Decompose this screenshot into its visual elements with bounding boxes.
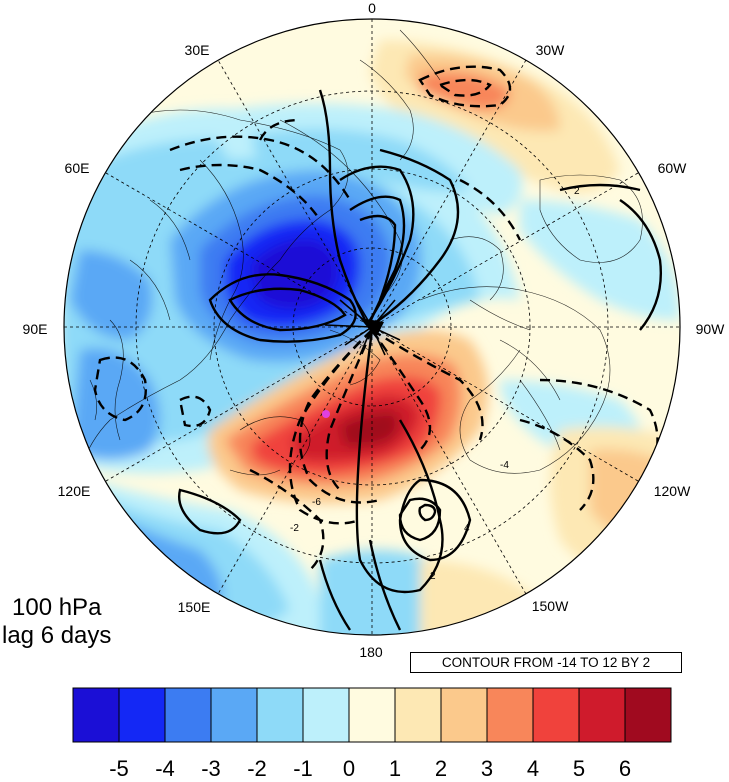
shaded-field: 2 -2 -4 -6 4 2: [64, 19, 680, 635]
colorbar-label: 3: [480, 756, 494, 781]
colorbar-label: -2: [247, 756, 267, 781]
lon-label-150e: 150E: [177, 599, 211, 615]
colorbar-label: 2: [434, 756, 448, 781]
contour-label: 4: [464, 523, 470, 534]
lon-label-90w: 90W: [695, 321, 725, 337]
colorbar-swatch: [532, 687, 580, 743]
lag-title: lag 6 days: [2, 622, 112, 649]
colorbar-swatch: [624, 687, 672, 743]
colorbar-swatch: [440, 687, 488, 743]
colorbar-swatch: [578, 687, 626, 743]
colorbar: [72, 687, 672, 743]
contours: [178, 89, 662, 631]
marker-dot: [322, 410, 330, 418]
lon-label-60e: 60E: [64, 160, 90, 176]
contour-label: 2: [574, 186, 580, 197]
lon-label-90e: 90E: [22, 321, 48, 337]
colorbar-label: 0: [342, 756, 356, 781]
colorbar-label: 1: [388, 756, 402, 781]
pressure-level-title: 100 hPa: [12, 594, 102, 621]
lon-label-60w: 60W: [657, 160, 687, 176]
coastlines: [79, 29, 643, 476]
colorbar-swatch: [118, 687, 166, 743]
lon-label-150w: 150W: [531, 598, 569, 614]
colorbar-swatch: [72, 687, 120, 743]
lon-label-30e: 30E: [184, 42, 210, 58]
lon-label-180: 180: [359, 644, 383, 660]
dashed-contours: [93, 65, 659, 571]
map-border: [63, 18, 681, 636]
contour-info-box: CONTOUR FROM -14 TO 12 BY 2: [410, 652, 682, 673]
colorbar-label: 6: [618, 756, 632, 781]
lon-label-30w: 30W: [535, 42, 565, 58]
pole-mark: [360, 318, 384, 338]
colorbar-label: -3: [201, 756, 221, 781]
colorbar-swatch: [302, 687, 350, 743]
colorbar-label: -5: [109, 756, 129, 781]
contour-label: 2: [430, 571, 436, 582]
colorbar-swatch: [164, 687, 212, 743]
lon-label-120e: 120E: [57, 483, 91, 499]
colorbar-label: 5: [572, 756, 586, 781]
colorbar-label: 4: [526, 756, 540, 781]
colorbar-label: -4: [155, 756, 175, 781]
colorbar-swatch: [256, 687, 304, 743]
contour-labels: 2 -2 -4 -6 4 2: [290, 186, 580, 582]
colorbar-swatch: [210, 687, 258, 743]
colorbar-swatch: [486, 687, 534, 743]
lon-label-0: 0: [368, 0, 376, 16]
lon-label-120w: 120W: [653, 483, 691, 499]
contour-label: -6: [312, 497, 321, 508]
colorbar-swatch: [348, 687, 396, 743]
colorbar-swatch: [394, 687, 442, 743]
colorbar-label: -1: [293, 756, 313, 781]
contour-label: -2: [290, 523, 299, 534]
contour-label: -4: [500, 460, 509, 471]
